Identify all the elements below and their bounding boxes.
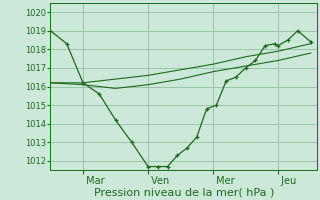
X-axis label: Pression niveau de la mer( hPa ): Pression niveau de la mer( hPa ): [94, 187, 274, 197]
